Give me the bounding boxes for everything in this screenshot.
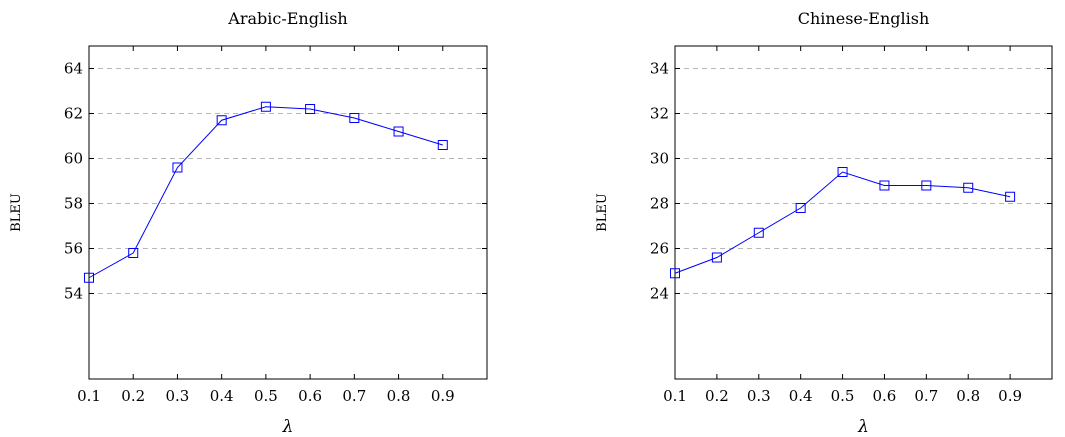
y-tick-label: 54 (64, 285, 83, 303)
y-axis-label: BLEU (595, 193, 610, 232)
x-tick-label: 0.5 (254, 387, 278, 405)
x-tick-label: 0.9 (431, 387, 455, 405)
x-tick-label: 0.7 (914, 387, 938, 405)
x-axis-label: λ (282, 417, 294, 437)
x-tick-label: 0.5 (831, 387, 855, 405)
y-tick-label: 56 (64, 240, 83, 258)
y-tick-label: 32 (650, 105, 669, 123)
x-tick-label: 0.6 (298, 387, 322, 405)
x-tick-label: 0.2 (121, 387, 145, 405)
plot-frame (674, 45, 1053, 380)
data-point-marker (260, 101, 271, 112)
y-tick-label: 60 (64, 150, 83, 168)
x-tick-label: 0.9 (998, 387, 1022, 405)
y-tick-label: 26 (650, 240, 669, 258)
x-tick-label: 0.2 (705, 387, 729, 405)
data-point-marker (349, 113, 360, 123)
data-point-marker (795, 203, 806, 213)
x-tick-label: 0.8 (956, 387, 980, 405)
x-tick-label: 0.4 (789, 387, 813, 405)
chart-title: Arabic-English (227, 9, 347, 28)
x-tick-label: 0.3 (747, 387, 771, 405)
data-point-marker (1005, 191, 1016, 202)
x-tick-label: 0.6 (873, 387, 897, 405)
data-point-marker (172, 162, 183, 173)
chart-title: Chinese-English (798, 9, 930, 28)
chart-panel-2: Chinese-English 24 26 28 30 32 34 0.1 0.2 0.3 0.4 0… (595, 9, 1053, 437)
x-tick-label: 0.1 (77, 387, 101, 405)
y-tick-label: 62 (64, 105, 83, 123)
data-point-marker (216, 115, 227, 126)
data-point-marker (963, 182, 974, 193)
y-tick-label: 34 (650, 60, 669, 78)
data-point-marker (879, 180, 890, 191)
data-point-marker (921, 180, 932, 191)
data-point-marker (128, 248, 139, 258)
y-tick-label: 24 (650, 285, 669, 303)
series-line (674, 171, 1011, 274)
x-axis-label: λ (857, 417, 869, 437)
x-tick-label: 0.8 (387, 387, 411, 405)
y-tick-label: 58 (64, 195, 83, 213)
y-tick-label: 28 (650, 195, 669, 213)
data-point-marker (837, 167, 848, 177)
data-point-marker (753, 227, 764, 238)
y-tick-label: 64 (64, 60, 83, 78)
x-tick-label: 0.3 (166, 387, 190, 405)
y-tick-label: 30 (650, 150, 669, 168)
plot-frame (88, 45, 488, 380)
chart-panel-1: Arabic-English 54 56 58 60 62 64 0.1 0.2 0.3 0.4 0.… (9, 9, 488, 437)
data-point-marker (437, 140, 448, 150)
data-point-marker (670, 268, 680, 279)
y-axis-label: BLEU (9, 193, 24, 232)
series-line (88, 106, 443, 279)
data-point-marker (305, 104, 316, 114)
data-point-marker (711, 252, 722, 263)
x-tick-label: 0.4 (210, 387, 234, 405)
data-point-marker (393, 126, 404, 137)
x-tick-label: 0.7 (342, 387, 366, 405)
x-tick-label: 0.1 (663, 387, 687, 405)
data-point-marker (84, 272, 94, 283)
